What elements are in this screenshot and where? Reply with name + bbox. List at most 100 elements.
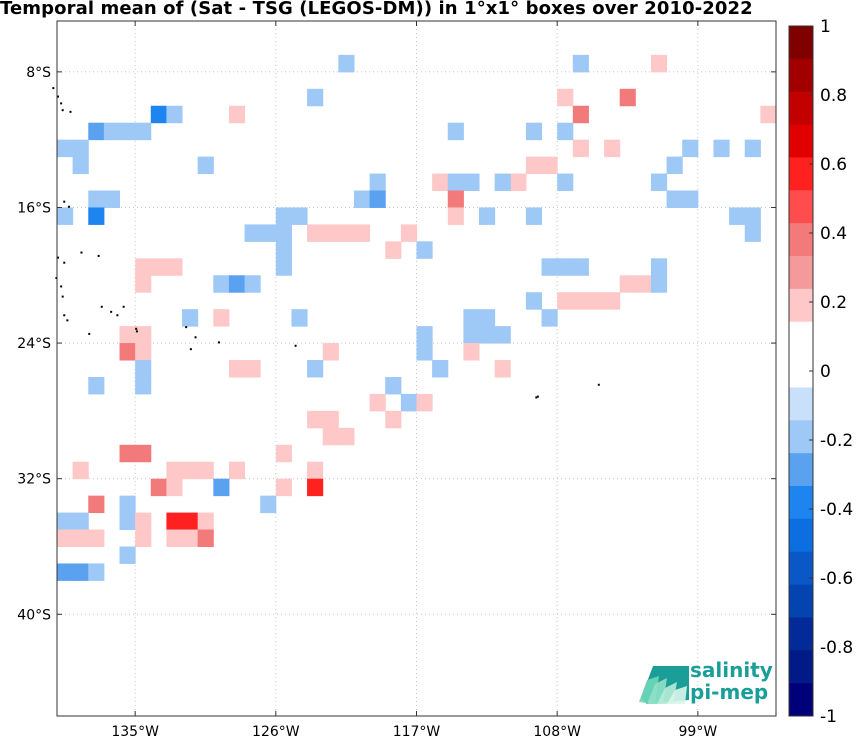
grid-cell	[197, 529, 214, 547]
colorbar-segment	[789, 453, 813, 487]
grid-cell	[307, 88, 324, 107]
grid-cell	[182, 512, 199, 531]
grid-cell	[88, 190, 105, 208]
grid-cell	[463, 173, 480, 192]
grid-cell	[150, 258, 167, 276]
grid-cell	[119, 343, 136, 361]
grid-cell	[322, 427, 339, 446]
grid-cell	[447, 122, 464, 141]
grid-cell	[494, 173, 511, 192]
salinity-pi-mep-logo	[637, 660, 777, 706]
colorbar-segment	[789, 288, 813, 323]
grid-cell	[338, 54, 355, 73]
grid-cell	[166, 461, 183, 480]
grid-cell	[307, 410, 324, 429]
colorbar-segment	[789, 683, 813, 717]
x-axis: 135°W 126°W 117°W 108°W 99°W	[111, 21, 717, 740]
grid-cell	[525, 122, 543, 141]
grid-cell	[166, 105, 183, 124]
grid-cell	[432, 173, 449, 192]
grid-cell	[150, 478, 167, 497]
grid-cell	[244, 224, 261, 242]
x-tick-label: 117°W	[393, 724, 441, 740]
colorbar-tick-label: 0.6	[820, 155, 847, 175]
grid-cell	[338, 427, 355, 446]
grid-cell	[275, 478, 292, 497]
grid-cell	[119, 512, 136, 531]
colorbar: 1 0.8 0.6 0.4 0.2 0 -0.2 -0.4 -0.6 -0.8 -1	[788, 17, 853, 727]
grid-cell	[541, 156, 558, 175]
grid-cell	[150, 105, 167, 124]
grid-cell	[369, 173, 386, 192]
grid-cell	[166, 478, 183, 497]
grid-cell	[682, 190, 699, 208]
grid-cell	[182, 529, 199, 547]
grid-cell	[385, 241, 402, 259]
y-axis: 8°S 16°S 24°S 32°S 40°S	[17, 65, 776, 623]
grid-cell	[572, 258, 589, 276]
colorbar-segment	[789, 190, 813, 224]
colorbar-segment	[789, 617, 813, 651]
grid-cell	[275, 224, 292, 242]
colorbar-tick-label: 0.4	[820, 224, 847, 244]
island-marker	[80, 251, 83, 254]
island-marker	[55, 276, 58, 279]
grid-cell	[119, 326, 136, 344]
wave-logo-icon	[639, 666, 689, 704]
grid-cell	[494, 360, 511, 378]
grid-cell	[604, 292, 621, 310]
grid-cell	[619, 275, 636, 293]
y-tick-label: 40°S	[17, 607, 51, 623]
grid-cell	[744, 224, 761, 242]
colorbar-segment	[789, 157, 813, 191]
grid-cell	[572, 54, 589, 73]
x-tick-label: 108°W	[533, 724, 581, 740]
island-marker	[57, 256, 59, 259]
island-marker	[63, 261, 66, 264]
island-marker	[189, 348, 192, 351]
grid-cell	[494, 326, 511, 344]
colorbar-tick-label: -0.6	[820, 569, 853, 589]
grid-cell	[557, 122, 574, 141]
grid-cell	[541, 258, 558, 276]
grid-cell	[135, 343, 152, 361]
grid-cell	[322, 343, 339, 361]
grid-cell	[197, 512, 214, 531]
grid-cell	[744, 207, 761, 225]
grid-cell	[291, 207, 308, 225]
grid-cell	[525, 207, 543, 225]
grid-cell	[729, 207, 746, 225]
island-marker	[61, 109, 64, 112]
grid-cell	[416, 241, 433, 259]
x-tick-label: 99°W	[679, 724, 718, 740]
grid-cell	[103, 122, 121, 141]
colorbar-segment	[789, 58, 813, 93]
grid-cell	[119, 122, 136, 141]
colorbar-segment	[789, 321, 813, 356]
grid-cell	[416, 343, 433, 361]
grid-cell	[213, 478, 230, 497]
colorbar-segment	[789, 650, 813, 684]
grid-cell	[666, 156, 683, 175]
grid-cell	[275, 241, 292, 259]
grid-cell	[619, 88, 636, 107]
grid-cell	[650, 173, 668, 192]
grid-cell	[338, 224, 355, 242]
grid-cell	[353, 224, 371, 242]
grid-cell	[307, 360, 324, 378]
grid-cell	[463, 343, 480, 361]
island-marker	[88, 332, 91, 335]
grid-cell	[197, 156, 214, 175]
logo-text-pimep: pi-mep	[690, 680, 769, 704]
y-tick-label: 8°S	[26, 65, 51, 81]
colorbar-tick-label: 1	[820, 17, 831, 37]
plot-background	[57, 21, 776, 716]
island-marker	[294, 344, 297, 347]
grid-cell	[166, 512, 183, 531]
colorbar-segment	[789, 26, 813, 60]
colorbar-tick-label: -1	[820, 707, 837, 727]
grid-cell	[244, 360, 261, 378]
grid-cell	[557, 292, 574, 310]
grid-cell	[760, 105, 776, 124]
